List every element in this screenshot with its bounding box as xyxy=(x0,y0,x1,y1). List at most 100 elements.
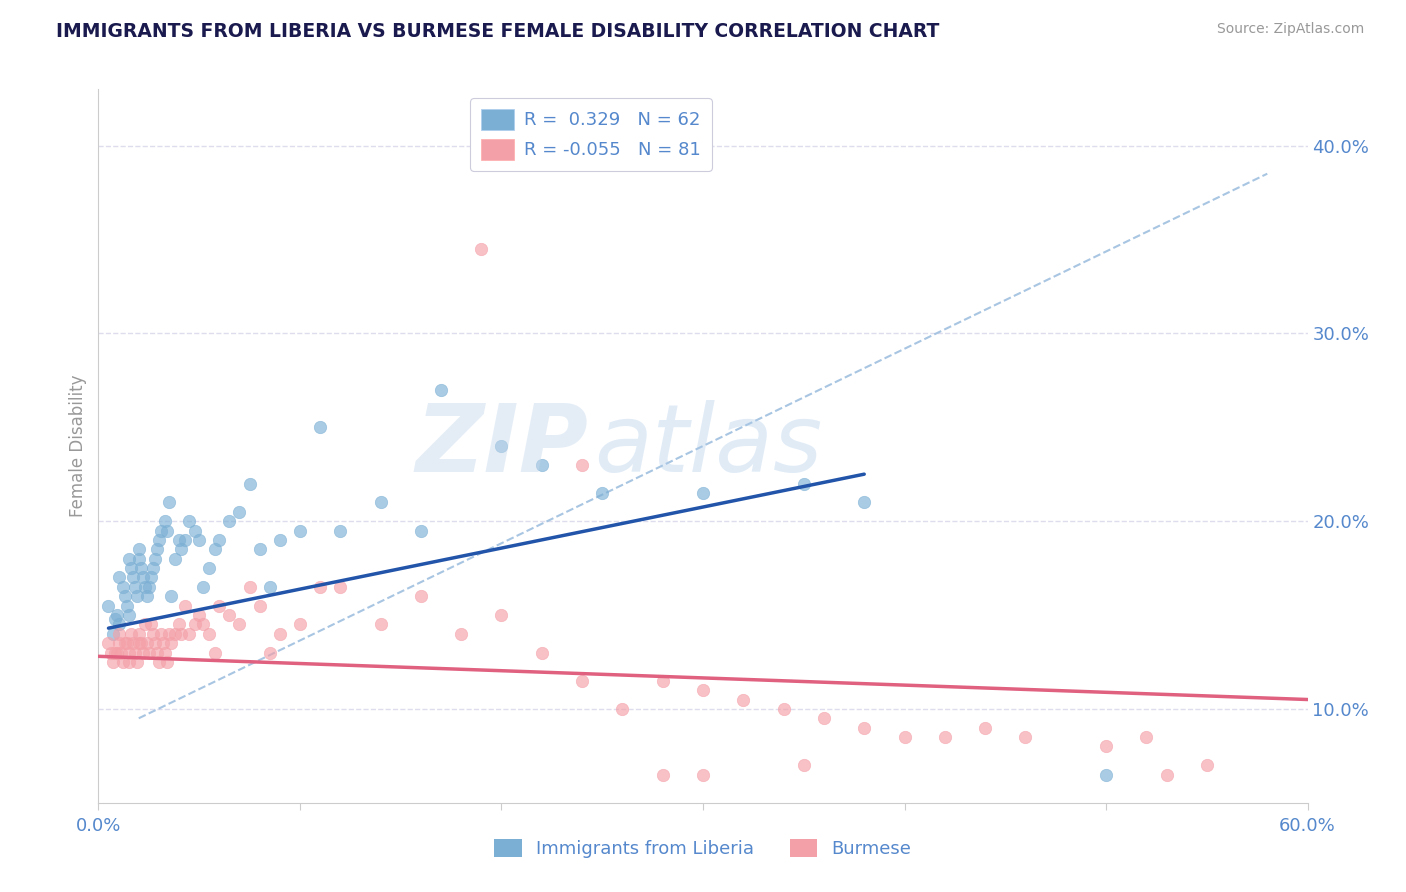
Point xyxy=(132,646,155,660)
Point xyxy=(184,524,207,538)
Point xyxy=(793,758,815,772)
Legend: Immigrants from Liberia, Burmese: Immigrants from Liberia, Burmese xyxy=(488,831,918,865)
Point xyxy=(128,542,150,557)
Point xyxy=(208,599,231,613)
Point xyxy=(228,505,250,519)
Text: atlas: atlas xyxy=(595,401,823,491)
Point xyxy=(239,580,262,594)
Point xyxy=(249,542,271,557)
Point xyxy=(470,242,492,256)
Point xyxy=(288,524,311,538)
Point xyxy=(259,580,281,594)
Point xyxy=(370,617,392,632)
Point xyxy=(530,458,553,472)
Point xyxy=(149,627,172,641)
Point xyxy=(1014,730,1036,744)
Point xyxy=(142,561,165,575)
Point xyxy=(160,636,183,650)
Point xyxy=(156,524,179,538)
Point xyxy=(157,627,180,641)
Point xyxy=(132,570,155,584)
Point xyxy=(157,495,180,509)
Point xyxy=(107,636,129,650)
Point xyxy=(146,542,169,557)
Point xyxy=(170,627,193,641)
Point xyxy=(170,542,193,557)
Point xyxy=(163,627,186,641)
Point xyxy=(571,673,593,688)
Point xyxy=(138,580,160,594)
Point xyxy=(1195,758,1218,772)
Point xyxy=(853,721,876,735)
Point xyxy=(530,646,553,660)
Point xyxy=(208,533,231,547)
Point xyxy=(128,636,150,650)
Point xyxy=(174,599,197,613)
Point xyxy=(129,561,152,575)
Point xyxy=(128,551,150,566)
Point xyxy=(114,636,136,650)
Point xyxy=(167,617,190,632)
Point xyxy=(100,646,122,660)
Point xyxy=(125,589,148,603)
Point xyxy=(160,589,183,603)
Point xyxy=(107,627,129,641)
Point xyxy=(114,589,136,603)
Point xyxy=(149,524,172,538)
Point xyxy=(148,655,170,669)
Point xyxy=(134,617,156,632)
Point xyxy=(134,580,156,594)
Point xyxy=(198,627,221,641)
Point xyxy=(813,711,835,725)
Point xyxy=(138,646,160,660)
Point xyxy=(139,570,162,584)
Point xyxy=(167,533,190,547)
Point xyxy=(269,627,291,641)
Point xyxy=(612,702,634,716)
Point xyxy=(370,495,392,509)
Point xyxy=(107,617,129,632)
Point xyxy=(118,607,141,622)
Point xyxy=(120,627,142,641)
Point xyxy=(115,599,138,613)
Point xyxy=(118,551,141,566)
Point xyxy=(111,580,134,594)
Point xyxy=(152,636,174,650)
Point xyxy=(893,730,915,744)
Point xyxy=(772,702,794,716)
Point xyxy=(329,580,352,594)
Point xyxy=(111,655,134,669)
Point xyxy=(163,551,186,566)
Point xyxy=(120,561,142,575)
Point xyxy=(188,607,211,622)
Point xyxy=(101,627,124,641)
Point xyxy=(143,551,166,566)
Point xyxy=(204,542,226,557)
Point xyxy=(103,646,125,660)
Point xyxy=(491,439,513,453)
Point xyxy=(153,646,176,660)
Point xyxy=(128,627,150,641)
Point xyxy=(692,683,714,698)
Point xyxy=(733,692,755,706)
Point xyxy=(491,607,513,622)
Point xyxy=(193,580,215,594)
Point xyxy=(218,607,240,622)
Point xyxy=(288,617,311,632)
Point xyxy=(571,458,593,472)
Point xyxy=(591,486,613,500)
Point xyxy=(105,607,128,622)
Point xyxy=(125,655,148,669)
Point xyxy=(110,646,132,660)
Point xyxy=(228,617,250,632)
Point xyxy=(97,636,120,650)
Y-axis label: Female Disability: Female Disability xyxy=(69,375,87,517)
Point xyxy=(148,533,170,547)
Point xyxy=(692,486,714,500)
Point xyxy=(269,533,291,547)
Point xyxy=(107,570,129,584)
Point xyxy=(143,636,166,650)
Point xyxy=(124,580,146,594)
Point xyxy=(934,730,956,744)
Point xyxy=(153,514,176,528)
